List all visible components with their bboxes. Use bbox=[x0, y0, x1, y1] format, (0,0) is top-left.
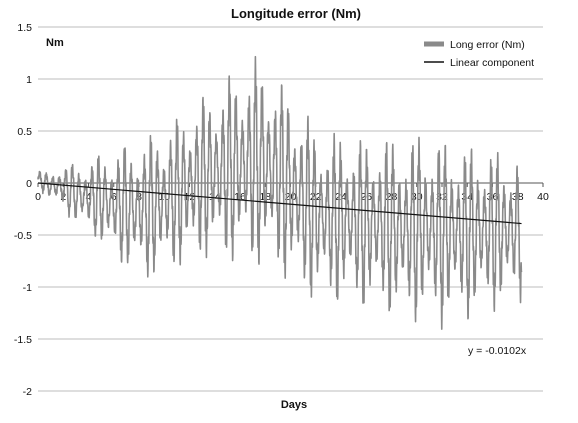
x-tick-label: 34 bbox=[461, 191, 473, 203]
y-tick-label: 1 bbox=[26, 74, 32, 86]
y-axis-ticks: 1.5 1 0.5 0 -0.5 -1 -1.5 -2 bbox=[14, 22, 32, 398]
series-long-error-line bbox=[37, 55, 523, 330]
x-tick-label: 12 bbox=[184, 191, 196, 203]
legend: Long error (Nm) Linear component bbox=[424, 39, 534, 69]
x-tick-label: 26 bbox=[360, 191, 372, 203]
y-tick-label: -1.5 bbox=[14, 334, 32, 346]
y-axis-label: Nm bbox=[46, 37, 64, 49]
x-tick-label: 30 bbox=[411, 191, 423, 203]
y-tick-label: -0.5 bbox=[14, 230, 32, 242]
y-tick-label: -1 bbox=[23, 282, 32, 294]
y-tick-label: -2 bbox=[23, 386, 32, 398]
x-tick-label: 14 bbox=[209, 191, 221, 203]
trendline-equation: y = -0.0102x bbox=[468, 345, 527, 357]
y-tick-label: 0 bbox=[26, 178, 32, 190]
x-tick-label: 40 bbox=[537, 191, 549, 203]
legend-label-linear: Linear component bbox=[450, 57, 534, 69]
x-tick-label: 32 bbox=[436, 191, 448, 203]
x-tick-label: 10 bbox=[158, 191, 170, 203]
y-tick-label: 1.5 bbox=[17, 22, 32, 34]
y-tick-label: 0.5 bbox=[17, 126, 32, 138]
series-layer bbox=[37, 55, 523, 330]
x-axis-label: Days bbox=[281, 399, 307, 411]
chart-title: Longitude error (Nm) bbox=[231, 6, 361, 21]
x-tick-label: 4 bbox=[86, 191, 92, 203]
x-tick-label: 0 bbox=[35, 191, 41, 203]
series-linear-component-line bbox=[37, 182, 522, 225]
legend-label-long-error: Long error (Nm) bbox=[450, 39, 525, 51]
